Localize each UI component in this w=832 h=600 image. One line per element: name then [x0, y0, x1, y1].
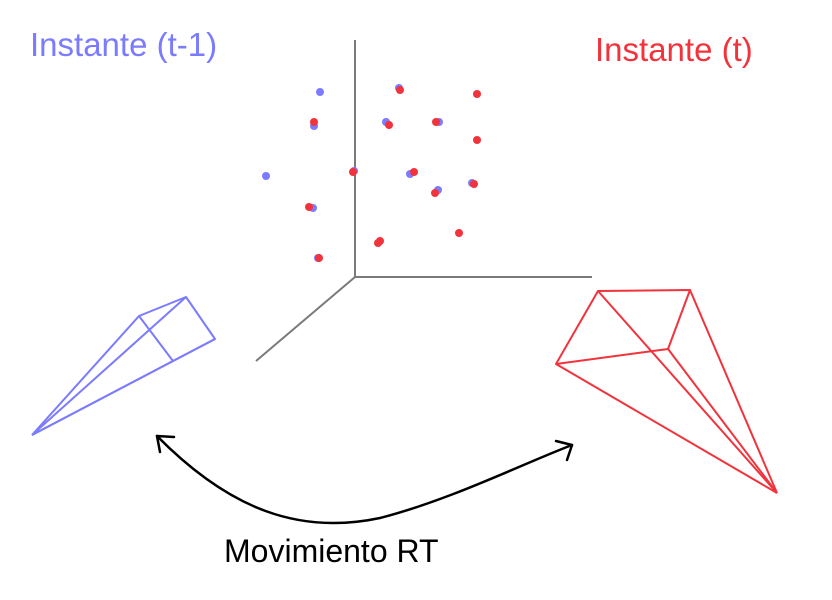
label-current-instant: Instante (t)	[595, 31, 753, 68]
label-motion: Movimiento RT	[224, 533, 439, 569]
camera-previous-ray	[31, 315, 140, 436]
point-current	[310, 118, 318, 126]
camera-current-ray	[667, 348, 778, 494]
point-current	[315, 254, 323, 262]
point-current	[455, 229, 463, 237]
point-current	[385, 121, 393, 129]
point-previous	[262, 172, 270, 180]
point-current	[470, 180, 478, 188]
camera-previous-ray	[31, 360, 174, 436]
point-current	[410, 168, 418, 176]
camera-frustum-icon	[31, 296, 216, 436]
point-current	[473, 90, 481, 98]
camera-current-ray	[597, 290, 778, 494]
point-current	[432, 118, 440, 126]
point-previous	[316, 88, 324, 96]
motion-arrow-head-right	[554, 439, 574, 462]
point-current	[305, 203, 313, 211]
point-current	[349, 168, 357, 176]
coordinate-axes	[255, 40, 592, 362]
point-cloud-previous	[262, 84, 476, 262]
point-cloud-current	[305, 86, 481, 262]
label-previous-instant: Instante (t-1)	[30, 26, 218, 63]
camera-current-ray	[555, 363, 778, 494]
point-current	[431, 189, 439, 197]
camera-previous-ray	[31, 296, 187, 436]
point-current	[396, 86, 404, 94]
point-current	[473, 136, 481, 144]
motion-arrow-head-left	[155, 434, 176, 454]
double-headed-curved-arrow-icon	[155, 434, 574, 525]
motion-arrow-curve	[155, 434, 574, 525]
camera-current-ray	[689, 289, 778, 494]
point-current	[374, 239, 382, 247]
axis-depth	[255, 276, 356, 362]
camera-frustum-icon	[555, 289, 778, 494]
